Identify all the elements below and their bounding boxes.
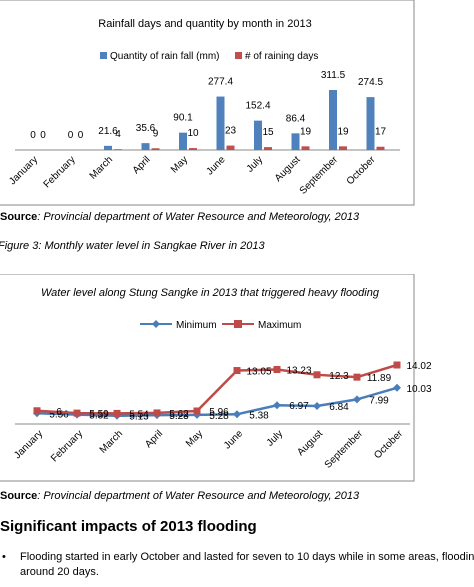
bar: [264, 147, 272, 150]
data-label: 23: [225, 126, 237, 137]
marker: [193, 407, 201, 415]
figure-caption: Figure 3: Monthly water level in Sangkae…: [0, 240, 265, 252]
data-label: 277.4: [208, 77, 233, 88]
marker: [33, 407, 41, 415]
marker: [113, 409, 121, 417]
data-label: 5.96: [209, 407, 229, 418]
bar: [226, 145, 235, 150]
chart-title: Water level along Stung Sangke in 2013 t…: [41, 287, 380, 299]
marker: [353, 373, 361, 381]
source-label: Source: [0, 211, 38, 223]
data-label: 17: [375, 127, 387, 138]
bar: [104, 145, 112, 150]
bar: [151, 148, 160, 150]
caption-text: Figure 3: Monthly water level in Sangkae…: [0, 240, 265, 252]
source-note: Source: Provincial department of Water R…: [0, 211, 359, 223]
data-label: 0: [30, 130, 36, 141]
data-label: 11.89: [367, 373, 392, 384]
source-text: : Provincial department of Water Resourc…: [37, 490, 360, 502]
legend-label: # of raining days: [245, 51, 318, 62]
bar: [329, 90, 337, 150]
data-label: 5.54: [129, 409, 149, 420]
legend-label: Maximum: [258, 320, 301, 331]
data-label: 5.59: [89, 409, 109, 420]
data-label: 13.05: [246, 367, 271, 378]
rainfall-chart: Rainfall days and quantity by month in 2…: [0, 0, 415, 206]
data-label: 6.84: [329, 402, 349, 413]
series-line: [36, 363, 398, 415]
series-line: [36, 386, 398, 417]
marker: [393, 361, 401, 369]
data-label: 5.38: [249, 410, 269, 421]
data-label: 10: [187, 128, 199, 139]
marker: [273, 366, 281, 374]
data-label: 90.1: [173, 113, 193, 124]
source-label: Source: [0, 490, 38, 502]
data-label: 5.28: [209, 411, 229, 422]
data-label: 6.97: [289, 401, 309, 412]
data-label: 0: [68, 130, 74, 141]
marker: [233, 367, 241, 375]
marker: [313, 371, 321, 379]
data-label: 86.4: [286, 113, 306, 124]
data-label: 12.3: [329, 371, 349, 382]
bar: [189, 148, 197, 150]
bullet: •: [2, 551, 6, 563]
data-label: 7.99: [369, 395, 389, 406]
bar: [339, 146, 347, 150]
section-heading: Significant impacts of 2013 flooding: [0, 518, 257, 535]
data-label: 5.23: [169, 411, 189, 422]
data-label: 19: [337, 126, 349, 137]
bar: [216, 96, 225, 150]
chart-frame: [0, 0, 415, 206]
marker: [393, 383, 401, 392]
data-label: 10.03: [406, 384, 431, 395]
bar: [291, 133, 300, 150]
marker: [233, 410, 241, 419]
data-label: 5.13: [129, 412, 149, 423]
legend-swatch: [100, 52, 107, 59]
marker: [73, 409, 81, 417]
data-label: 311.5: [321, 70, 346, 81]
data-label: 9: [153, 128, 159, 139]
data-label: 5.62: [169, 409, 189, 420]
legend-label: Quantity of rain fall (mm): [110, 51, 219, 62]
marker: [273, 401, 281, 410]
data-label: 274.5: [358, 77, 383, 88]
data-label: 19: [300, 126, 312, 137]
legend-marker: [152, 320, 160, 328]
data-label: 15: [262, 127, 274, 138]
data-label: 0: [40, 130, 46, 141]
bar: [376, 146, 385, 150]
bar: [141, 143, 150, 150]
bar: [254, 120, 262, 150]
bar: [301, 146, 310, 150]
bullet-text: Flooding started in early October and la…: [20, 551, 474, 563]
data-label: 13.23: [286, 366, 311, 377]
source-note: Source: Provincial department of Water R…: [0, 490, 359, 502]
legend-label: Minimum: [176, 320, 217, 331]
data-label: 0: [78, 130, 84, 141]
water-level-chart: Water level along Stung Sangke in 2013 t…: [0, 274, 432, 482]
marker: [313, 401, 321, 410]
bar: [114, 149, 122, 150]
legend-swatch: [235, 52, 242, 59]
data-label: 14.02: [406, 361, 431, 372]
marker: [153, 409, 161, 417]
data-label: 35.6: [136, 123, 156, 134]
bar: [179, 132, 187, 150]
data-label: 5.32: [89, 411, 109, 422]
data-label: 4: [115, 129, 121, 140]
bar: [366, 97, 375, 150]
bullet-text: around 20 days.: [20, 566, 99, 578]
source-text: : Provincial department of Water Resourc…: [37, 211, 360, 223]
data-label: 21.6: [98, 126, 118, 137]
data-label: 152.4: [245, 101, 270, 112]
legend-marker: [234, 320, 242, 328]
data-label: 5.56: [49, 409, 69, 420]
chart-title: Rainfall days and quantity by month in 2…: [98, 18, 311, 30]
marker: [353, 395, 361, 404]
data-label: 6: [56, 407, 62, 418]
